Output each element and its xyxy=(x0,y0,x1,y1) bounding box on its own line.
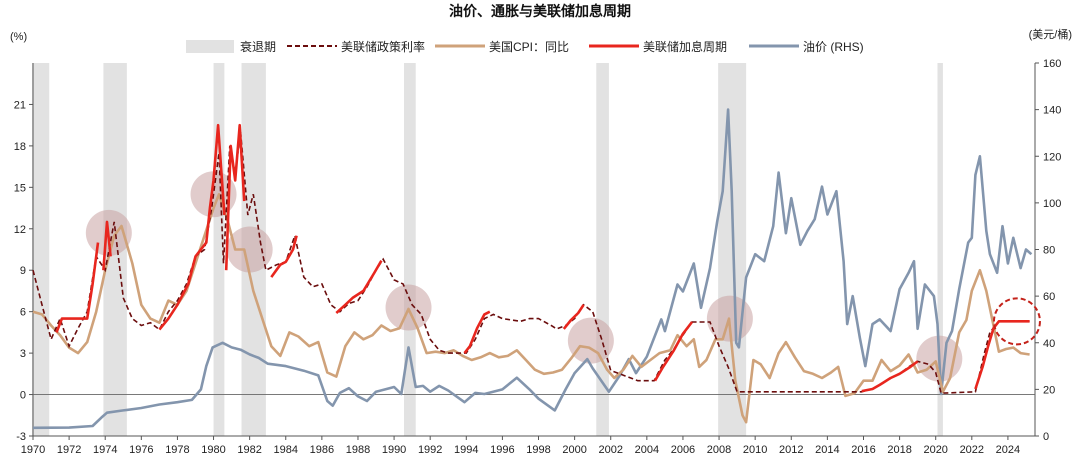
recession-band xyxy=(213,63,225,436)
x-tick-label: 2018 xyxy=(887,444,911,456)
x-tick-label: 2004 xyxy=(635,444,659,456)
left-axis-unit: (%) xyxy=(10,31,27,43)
chart-title: 油价、通胀与美联储加息周期 xyxy=(449,3,631,19)
x-tick-label: 1974 xyxy=(93,444,117,456)
x-tick-label: 2002 xyxy=(598,444,622,456)
hike-cycle-line xyxy=(270,235,298,278)
y-left-tick-label: 15 xyxy=(14,182,26,194)
legend-label-oil: 油价 (RHS) xyxy=(803,40,864,54)
y-right-tick-label: 40 xyxy=(1043,338,1055,350)
right-axis-unit: (美元/桶) xyxy=(1029,27,1072,41)
hike-cycle-line xyxy=(224,123,246,271)
recession-band xyxy=(596,63,609,436)
x-tick-label: 2012 xyxy=(779,444,803,456)
legend-label-cpi: 美国CPI：同比 xyxy=(489,40,569,54)
legend-swatch-recession xyxy=(186,40,234,53)
tick-labels: -3 0 3 6 9 12 15 18 21 0 20 40 60 80 100 120 140 160 1970 1… xyxy=(14,58,1062,456)
x-tick-label: 2022 xyxy=(960,444,984,456)
x-tick-label: 2014 xyxy=(815,444,839,456)
x-tick-label: 1986 xyxy=(310,444,334,456)
series-lines xyxy=(32,108,1041,430)
x-tick-label: 1988 xyxy=(346,444,370,456)
legend: 衰退期 美联储政策利率 美国CPI：同比 美联储加息周期 油价 (RHS) xyxy=(186,39,864,54)
x-tick-label: 1994 xyxy=(454,444,478,456)
axes xyxy=(29,62,1039,440)
x-tick-label: 1970 xyxy=(21,444,45,456)
current-cycle-circle xyxy=(992,297,1041,346)
y-left-tick-label: 9 xyxy=(20,265,26,277)
x-tick-label: 1980 xyxy=(201,444,225,456)
x-tick-label: 2016 xyxy=(851,444,875,456)
y-right-tick-label: 140 xyxy=(1043,105,1061,117)
x-tick-label: 1978 xyxy=(165,444,189,456)
y-left-tick-label: 12 xyxy=(14,224,26,236)
y-left-tick-label: 3 xyxy=(20,348,26,360)
oil-price-line xyxy=(32,108,1033,430)
x-tick-label: 2008 xyxy=(707,444,731,456)
recession-band xyxy=(32,63,50,436)
y-left-tick-label: 18 xyxy=(14,141,26,153)
legend-label-hike: 美联储加息周期 xyxy=(643,39,727,54)
legend-label-recession: 衰退期 xyxy=(240,39,276,54)
x-tick-label: 2024 xyxy=(996,444,1020,456)
x-tick-label: 2000 xyxy=(562,444,586,456)
hike-cycle-line xyxy=(102,220,112,271)
highlight-circle xyxy=(385,284,432,331)
fed-rate-line xyxy=(32,131,1030,395)
x-tick-label: 1972 xyxy=(57,444,81,456)
y-right-tick-label: 160 xyxy=(1043,58,1061,70)
x-tick-label: 1976 xyxy=(129,444,153,456)
hike-cycle-line xyxy=(653,321,694,382)
y-left-tick-label: 0 xyxy=(20,390,26,402)
y-right-tick-label: 60 xyxy=(1043,291,1055,303)
x-tick-label: 1984 xyxy=(274,444,298,456)
y-right-tick-label: 20 xyxy=(1043,384,1055,396)
recession-bands xyxy=(32,63,943,436)
y-right-tick-label: 0 xyxy=(1043,431,1049,443)
highlight-circle xyxy=(226,226,273,273)
y-right-tick-label: 100 xyxy=(1043,198,1061,210)
y-left-tick-label: 21 xyxy=(14,99,26,111)
x-tick-label: 2010 xyxy=(743,444,767,456)
y-right-tick-label: 120 xyxy=(1043,151,1061,163)
hike-cycle-line xyxy=(861,360,919,393)
hike-cycle-line xyxy=(974,320,1030,390)
x-tick-label: 1982 xyxy=(237,444,261,456)
legend-label-fed-rate: 美联储政策利率 xyxy=(341,39,425,54)
y-right-tick-label: 80 xyxy=(1043,245,1055,257)
x-tick-label: 2020 xyxy=(923,444,947,456)
hike-cycle-line xyxy=(562,304,585,330)
y-left-tick-label: -3 xyxy=(16,431,26,443)
hike-cycle-line xyxy=(335,259,383,314)
hike-cycle-line xyxy=(463,310,491,354)
x-tick-label: 1992 xyxy=(418,444,442,456)
hike-cycle-line xyxy=(158,123,226,331)
recession-band xyxy=(404,63,416,436)
y-left-tick-label: 6 xyxy=(20,307,26,319)
recession-band xyxy=(937,63,943,436)
highlight-circle xyxy=(567,317,614,364)
x-tick-label: 2006 xyxy=(671,444,695,456)
x-tick-label: 1996 xyxy=(490,444,514,456)
x-tick-label: 1990 xyxy=(382,444,406,456)
hike-cycle-line xyxy=(55,242,100,333)
x-tick-label: 1998 xyxy=(526,444,550,456)
cpi-line xyxy=(32,192,1030,424)
